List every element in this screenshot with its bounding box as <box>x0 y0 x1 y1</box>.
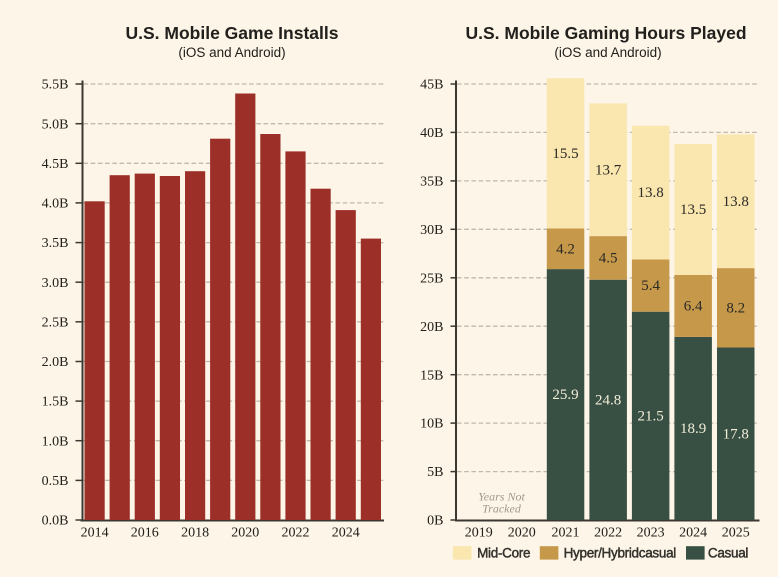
svg-text:0.5B: 0.5B <box>42 474 69 489</box>
svg-text:2.0B: 2.0B <box>42 355 69 370</box>
svg-text:Casual: Casual <box>708 546 749 561</box>
svg-text:15.5: 15.5 <box>552 146 578 162</box>
svg-text:2024: 2024 <box>679 526 707 541</box>
svg-text:0B: 0B <box>427 514 443 529</box>
svg-text:(iOS and Android): (iOS and Android) <box>554 45 661 60</box>
svg-text:13.5: 13.5 <box>680 202 706 218</box>
svg-text:13.8: 13.8 <box>637 185 663 201</box>
svg-text:5.4: 5.4 <box>641 278 660 294</box>
svg-text:2023: 2023 <box>637 526 665 541</box>
svg-text:13.8: 13.8 <box>723 194 749 210</box>
svg-text:25.9: 25.9 <box>552 387 578 403</box>
svg-text:2020: 2020 <box>231 526 259 541</box>
svg-text:10B: 10B <box>420 417 443 432</box>
svg-text:4.2: 4.2 <box>556 241 575 257</box>
svg-text:5B: 5B <box>427 465 443 480</box>
svg-text:2014: 2014 <box>81 526 109 541</box>
svg-text:2025: 2025 <box>722 526 750 541</box>
svg-text:Hyper/Hybridcasual: Hyper/Hybridcasual <box>564 546 677 561</box>
svg-text:5.5B: 5.5B <box>42 78 69 93</box>
svg-text:17.8: 17.8 <box>723 426 749 442</box>
svg-text:35B: 35B <box>420 175 443 190</box>
svg-text:40B: 40B <box>420 126 443 141</box>
svg-text:2.5B: 2.5B <box>42 315 69 330</box>
svg-text:1.0B: 1.0B <box>42 434 69 449</box>
svg-text:4.0B: 4.0B <box>42 197 69 212</box>
svg-text:U.S. Mobile Game Installs: U.S. Mobile Game Installs <box>126 23 339 43</box>
svg-text:2022: 2022 <box>282 526 310 541</box>
svg-text:1.5B: 1.5B <box>42 395 69 410</box>
svg-text:Mid-Core: Mid-Core <box>477 546 530 561</box>
svg-text:Tracked: Tracked <box>482 502 522 516</box>
svg-text:18.9: 18.9 <box>680 421 706 437</box>
svg-text:21.5: 21.5 <box>637 408 663 424</box>
svg-text:2020: 2020 <box>508 526 536 541</box>
svg-text:(iOS and Android): (iOS and Android) <box>178 45 285 60</box>
svg-text:8.2: 8.2 <box>726 300 745 316</box>
svg-text:2024: 2024 <box>332 526 360 541</box>
svg-text:2016: 2016 <box>131 526 159 541</box>
svg-text:2021: 2021 <box>552 526 580 541</box>
svg-text:0.0B: 0.0B <box>42 514 69 529</box>
svg-text:30B: 30B <box>420 223 443 238</box>
svg-text:45B: 45B <box>420 78 443 93</box>
svg-text:Years Not: Years Not <box>478 490 525 504</box>
svg-text:25B: 25B <box>420 271 443 286</box>
svg-text:4.5B: 4.5B <box>42 157 69 172</box>
svg-text:2019: 2019 <box>465 526 493 541</box>
svg-text:U.S. Mobile Gaming Hours Playe: U.S. Mobile Gaming Hours Played <box>465 23 746 43</box>
svg-text:3.0B: 3.0B <box>42 276 69 291</box>
svg-text:6.4: 6.4 <box>684 299 703 315</box>
svg-text:13.7: 13.7 <box>595 162 622 178</box>
svg-text:5.0B: 5.0B <box>42 117 69 132</box>
svg-text:15B: 15B <box>420 368 443 383</box>
svg-text:2022: 2022 <box>594 526 622 541</box>
svg-text:24.8: 24.8 <box>595 393 621 409</box>
svg-text:2018: 2018 <box>181 526 209 541</box>
svg-text:3.5B: 3.5B <box>42 236 69 251</box>
svg-text:4.5: 4.5 <box>599 251 618 267</box>
svg-text:20B: 20B <box>420 320 443 335</box>
